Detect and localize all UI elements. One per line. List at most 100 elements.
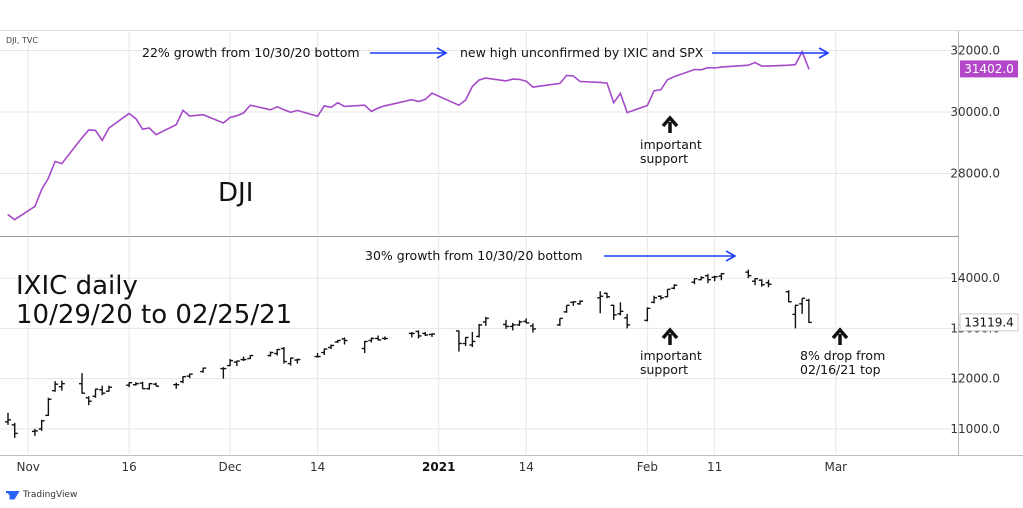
dji-point — [660, 89, 662, 91]
dji-point — [323, 105, 325, 107]
ixic-ohlc-bar — [597, 291, 604, 314]
ixic-ohlc-bar — [523, 318, 530, 324]
ixic-ohlc-bar — [334, 339, 341, 343]
ixic-ohlc-bar — [503, 319, 510, 329]
ixic-ohlc-bar — [482, 316, 489, 326]
dji-point — [229, 116, 231, 119]
ixic-ohlc-bar — [704, 274, 711, 284]
x-tick-label: Dec — [218, 460, 241, 474]
dji-y-tick-label: 28000.0 — [950, 166, 1000, 180]
dji-growth-note: 22% growth from 10/30/20 bottom — [142, 45, 360, 60]
ixic-ohlc-bar — [132, 382, 139, 386]
dji-new-high-note: new high unconfirmed by IXIC and SPX — [460, 45, 704, 60]
dji-point — [276, 106, 278, 108]
dji-point — [458, 104, 460, 106]
ixic-ohlc-bar — [153, 382, 160, 387]
dji-point — [714, 67, 716, 69]
dji-point — [599, 81, 601, 83]
dji-point — [525, 80, 527, 82]
dji-point — [761, 65, 763, 67]
ixic-ohlc-bar — [287, 357, 294, 366]
dji-point — [794, 64, 797, 66]
dji-point — [128, 112, 130, 115]
ixic-ohlc-bar — [328, 344, 335, 350]
dji-point — [700, 69, 702, 71]
dji-point — [54, 160, 56, 163]
dji-y-tick-label: 30000.0 — [950, 105, 1000, 119]
ixic-ohlc-bar — [644, 307, 651, 322]
ixic-ohlc-bar — [792, 304, 799, 329]
ixic-ohlc-bar — [408, 331, 415, 338]
x-tick-label: Nov — [16, 460, 39, 474]
ixic-ohlc-bar — [126, 381, 133, 388]
dji-point — [182, 109, 184, 111]
dji-point — [290, 111, 292, 113]
ixic-drop-note-line2: 02/16/21 top — [800, 362, 881, 377]
dji-point — [808, 68, 810, 70]
ixic-ohlc-bar — [556, 317, 563, 326]
ixic-ohlc-bar — [361, 340, 368, 354]
ixic-drop-note-line1: 8% drop from — [800, 348, 885, 363]
dji-point — [485, 77, 487, 79]
ixic-ohlc-bar — [718, 272, 725, 281]
ixic-ohlc-bar — [5, 412, 11, 425]
ixic-ohlc-bar — [516, 320, 523, 326]
dji-point — [222, 122, 224, 124]
ixic-ohlc-bar — [375, 335, 382, 341]
source-label: DJI, TVC — [6, 36, 38, 45]
ixic-ohlc-bar — [294, 358, 301, 364]
ixic-ohlc-bar — [99, 385, 106, 396]
ixic-ohlc-bar — [85, 396, 92, 406]
dji-point — [148, 127, 150, 129]
ixic-ohlc-bar — [657, 295, 664, 300]
dji-point — [7, 214, 9, 216]
dji-point — [101, 139, 103, 141]
ixic-ohlc-bar — [58, 380, 65, 391]
dji-point — [417, 100, 420, 103]
dji-point — [249, 104, 251, 106]
dji-last-value: 31402.0 — [964, 62, 1014, 76]
dji-point — [81, 137, 83, 139]
ixic-ohlc-bar — [415, 330, 422, 339]
ixic-ohlc-bar — [52, 381, 59, 392]
dji-point — [61, 163, 63, 165]
dji-point — [108, 127, 110, 129]
ixic-ohlc-bar — [200, 367, 207, 373]
ixic-ohlc-bar — [664, 288, 671, 298]
ixic-ohlc-bar — [179, 375, 186, 384]
dji-point — [236, 115, 238, 117]
dji-point — [14, 219, 16, 221]
ixic-ohlc-bar — [173, 382, 180, 389]
x-tick-label: Mar — [824, 460, 847, 474]
dji-title: DJI — [218, 178, 253, 208]
dji-point — [512, 78, 514, 80]
dji-point — [189, 115, 191, 117]
dji-point — [720, 66, 723, 68]
dji-point — [613, 102, 615, 104]
ixic-ohlc-bar — [745, 269, 752, 279]
ixic-ohlc-bar — [462, 336, 469, 346]
tradingview-brand: TradingView — [23, 490, 78, 500]
ixic-ohlc-bar — [314, 353, 321, 358]
ixic-ohlc-bar — [799, 297, 806, 314]
dji-point — [465, 99, 467, 101]
x-tick-label: 2021 — [422, 460, 455, 474]
dji-point — [431, 92, 433, 94]
dji-point — [619, 92, 622, 95]
dji-point — [707, 67, 709, 69]
ixic-ohlc-bar — [92, 388, 99, 398]
dji-point — [471, 85, 473, 87]
x-tick-label: 14 — [310, 460, 325, 474]
dji-point — [41, 188, 43, 191]
dji-point — [559, 82, 561, 84]
ixic-ohlc-bar — [11, 422, 18, 438]
dji-point — [673, 76, 675, 78]
ixic-ohlc-bar — [274, 348, 281, 356]
dji-point — [518, 78, 521, 80]
dji-point — [283, 109, 285, 111]
ixic-ohlc-bar — [758, 279, 765, 287]
ixic-ohlc-bar — [469, 331, 476, 348]
dji-y-axis: 28000.0 30000.0 32000.0 — [950, 43, 1000, 180]
ixic-ohlc-bar — [603, 292, 610, 299]
